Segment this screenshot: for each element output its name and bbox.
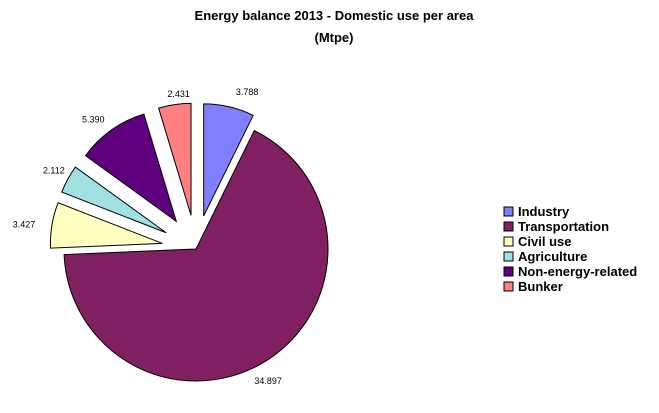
pie-slice-agriculture xyxy=(61,166,167,234)
pie-slice-transportation xyxy=(63,129,329,382)
data-label-industry: 3.788 xyxy=(236,87,259,97)
legend-label-industry: Industry xyxy=(518,204,570,219)
legend-swatch-agriculture xyxy=(503,251,514,262)
legend-swatch-bunker xyxy=(503,281,514,292)
legend-swatch-transportation xyxy=(503,221,514,232)
data-label-non-energy-related: 5.390 xyxy=(82,114,105,124)
legend-label-agriculture: Agriculture xyxy=(518,249,587,264)
legend-label-non-energy-related: Non-energy-related xyxy=(518,264,637,279)
pie-slice-industry xyxy=(203,103,254,217)
data-label-bunker: 2.431 xyxy=(167,89,190,99)
pie-slice-civil-use xyxy=(50,202,163,249)
legend-swatch-industry xyxy=(503,206,514,217)
data-label-civil-use: 3.427 xyxy=(13,219,36,229)
pie-slice-non-energy-related xyxy=(84,113,178,223)
legend-label-transportation: Transportation xyxy=(518,219,609,234)
data-label-agriculture: 2.112 xyxy=(43,165,65,175)
chart-title: Energy balance 2013 - Domestic use per a… xyxy=(195,8,475,23)
legend-swatch-non-energy-related xyxy=(503,266,514,277)
data-label-transportation: 34.897 xyxy=(254,376,282,386)
legend-label-bunker: Bunker xyxy=(518,279,563,294)
pie-slices xyxy=(50,102,329,382)
data-labels: 3.788 34.897 3.427 2.112 5.390 2.431 xyxy=(13,87,282,386)
pie-slice-bunker xyxy=(158,102,192,216)
chart-subtitle: (Mtpe) xyxy=(315,30,354,45)
legend-label-civil-use: Civil use xyxy=(518,234,571,249)
legend-swatch-civil-use xyxy=(503,236,514,247)
